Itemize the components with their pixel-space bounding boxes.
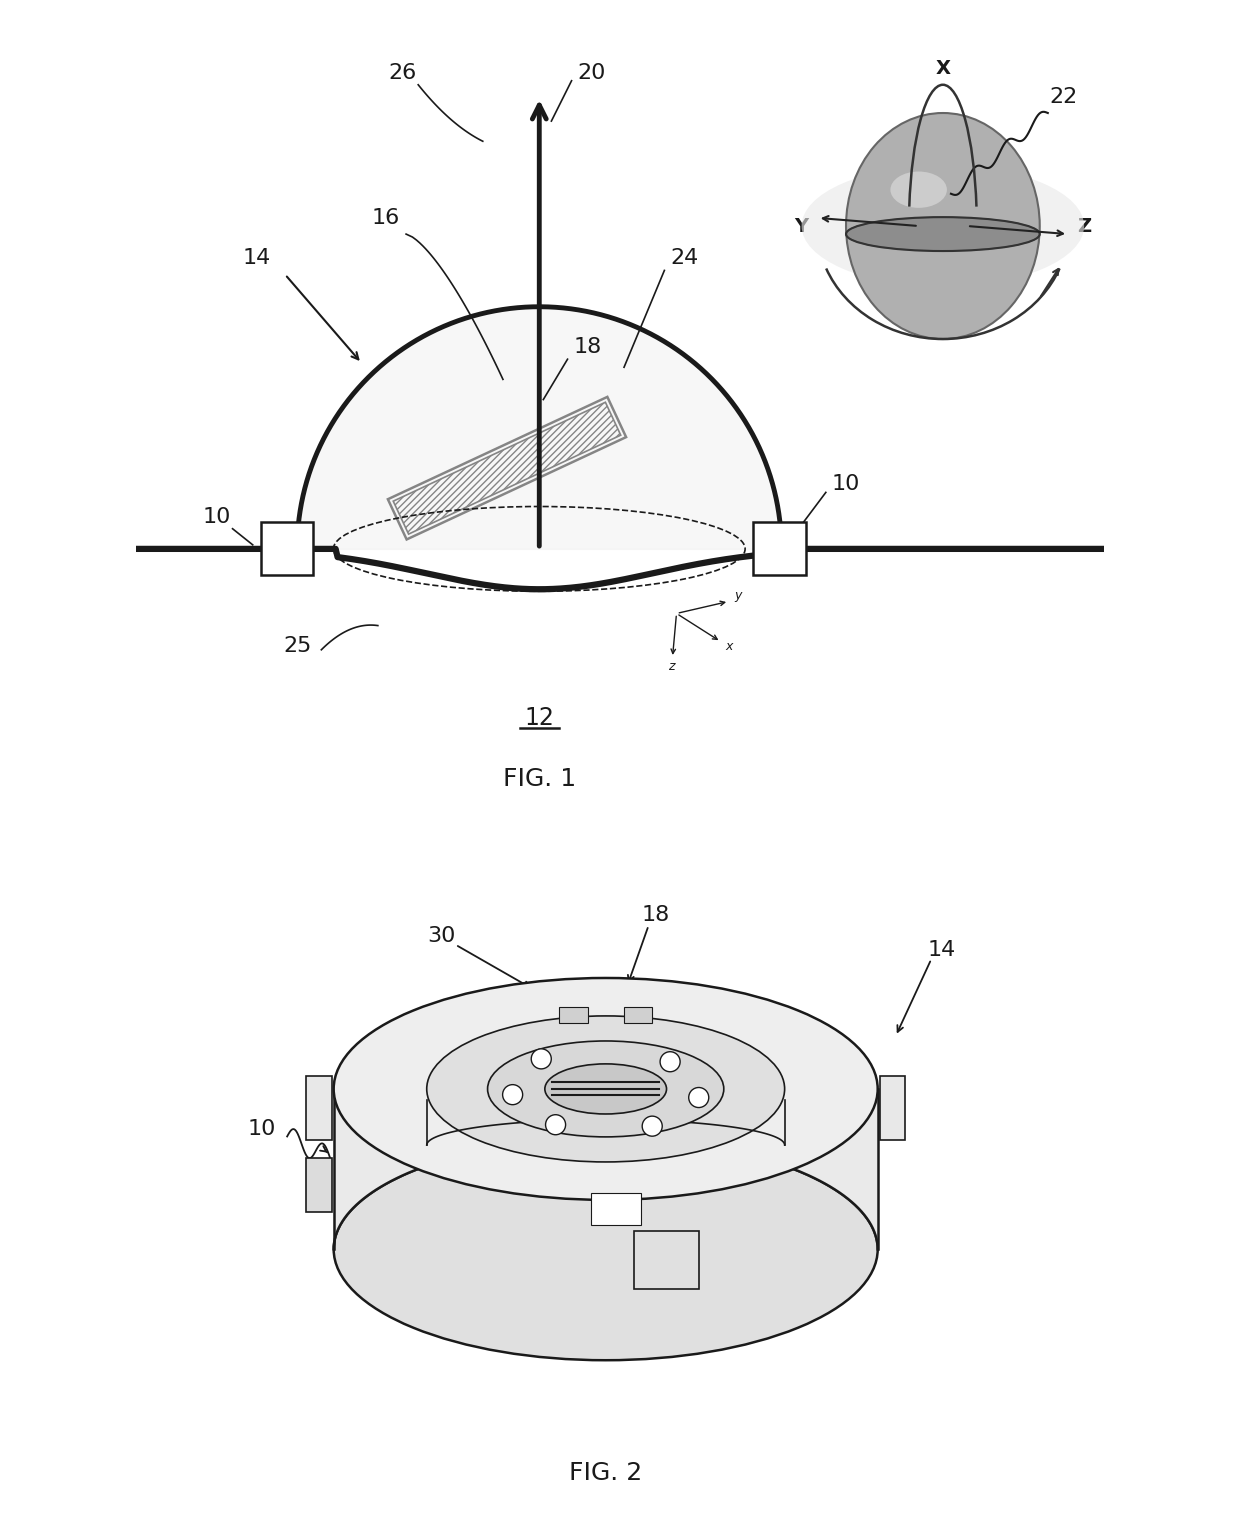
Ellipse shape: [334, 1138, 878, 1360]
Circle shape: [531, 1049, 552, 1069]
Circle shape: [688, 1087, 709, 1107]
Text: 18: 18: [641, 905, 670, 924]
Bar: [880, 1075, 905, 1141]
Text: 10: 10: [832, 474, 861, 495]
Bar: [260, 522, 314, 574]
Text: Y: Y: [795, 216, 808, 236]
Bar: [306, 1075, 331, 1141]
Text: z: z: [668, 659, 675, 673]
Text: 18: 18: [574, 337, 601, 356]
Text: 25: 25: [283, 635, 311, 656]
Ellipse shape: [487, 1042, 724, 1136]
Text: 14: 14: [243, 248, 270, 268]
Ellipse shape: [890, 172, 947, 207]
Text: 16: 16: [372, 209, 401, 228]
Bar: [591, 1193, 641, 1224]
Text: 12: 12: [525, 707, 554, 731]
Text: 10: 10: [248, 1119, 277, 1139]
Polygon shape: [334, 978, 878, 1249]
Text: y: y: [734, 589, 742, 602]
Bar: [559, 1007, 588, 1023]
Bar: [753, 522, 806, 574]
Text: Z: Z: [1078, 216, 1091, 236]
Ellipse shape: [544, 1065, 667, 1113]
Circle shape: [502, 1084, 522, 1104]
Bar: [635, 1232, 698, 1288]
Text: X: X: [935, 59, 950, 78]
Text: FIG. 2: FIG. 2: [569, 1461, 642, 1485]
Circle shape: [660, 1052, 680, 1072]
Bar: [393, 402, 621, 535]
Ellipse shape: [846, 218, 1039, 251]
Bar: [388, 398, 626, 539]
Ellipse shape: [334, 978, 878, 1200]
Text: 14: 14: [928, 940, 956, 961]
Text: FIG. 1: FIG. 1: [502, 768, 575, 790]
Text: 10: 10: [202, 507, 231, 527]
Ellipse shape: [427, 1016, 785, 1162]
Bar: [624, 1007, 652, 1023]
Ellipse shape: [846, 113, 1039, 340]
Text: 26: 26: [388, 62, 417, 82]
Text: 20: 20: [578, 62, 606, 82]
Text: x: x: [725, 640, 733, 653]
Circle shape: [642, 1116, 662, 1136]
Text: 24: 24: [671, 248, 698, 268]
Text: 22: 22: [1050, 87, 1078, 107]
Bar: [306, 1157, 331, 1212]
Ellipse shape: [801, 166, 1084, 286]
Text: 30: 30: [427, 926, 455, 946]
Circle shape: [546, 1115, 565, 1135]
